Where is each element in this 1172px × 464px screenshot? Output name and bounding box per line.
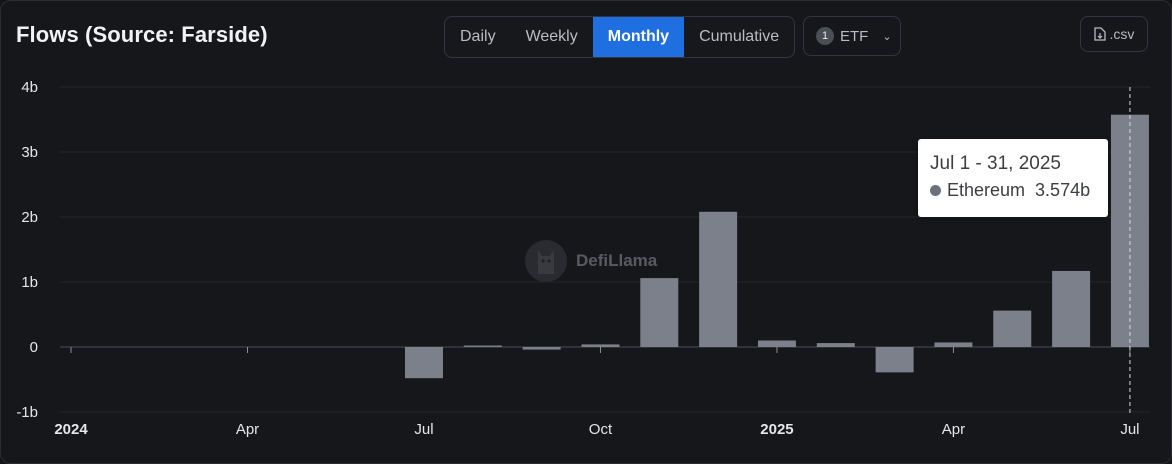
x-tick-label: Apr bbox=[236, 421, 259, 438]
download-csv-button[interactable]: .csv bbox=[1080, 16, 1148, 52]
bar bbox=[463, 345, 502, 347]
chart-title: Flows (Source: Farside) bbox=[16, 22, 268, 47]
y-tick-label: 4b bbox=[21, 79, 38, 96]
tooltip-row: Ethereum 3.574b bbox=[930, 180, 1096, 201]
bar bbox=[699, 211, 738, 347]
filter-count-badge: 1 bbox=[816, 27, 834, 45]
bar bbox=[640, 278, 679, 347]
tooltip-series-name: Ethereum bbox=[947, 180, 1026, 200]
file-download-icon bbox=[1093, 27, 1106, 41]
x-tick-label: 2025 bbox=[760, 421, 793, 438]
bar bbox=[522, 347, 561, 350]
x-tick-label: Jul bbox=[414, 421, 433, 438]
y-tick-label: 1b bbox=[21, 274, 38, 291]
bar bbox=[934, 342, 973, 347]
tooltip: Jul 1 - 31, 2025 Ethereum 3.574b bbox=[918, 139, 1108, 217]
bar bbox=[1052, 270, 1091, 347]
tooltip-date: Jul 1 - 31, 2025 bbox=[930, 153, 1061, 174]
x-tick-label: Jul bbox=[1120, 421, 1139, 438]
y-tick-label: 3b bbox=[21, 144, 38, 161]
bar bbox=[757, 340, 796, 347]
series-color-dot bbox=[930, 185, 941, 196]
llama-logo-icon bbox=[525, 240, 567, 282]
watermark-text: DefiLlama bbox=[576, 251, 658, 270]
tab-daily[interactable]: Daily bbox=[460, 28, 496, 45]
granularity-tabs: Daily Weekly Monthly Cumulative bbox=[444, 16, 796, 58]
bar bbox=[875, 347, 914, 373]
bar bbox=[816, 343, 855, 347]
y-tick-label: 0 bbox=[30, 339, 38, 356]
etf-filter-dropdown[interactable]: 1 ETF ⌄ bbox=[803, 16, 901, 56]
defillama-watermark: DefiLlama bbox=[524, 236, 657, 286]
bar bbox=[993, 310, 1032, 347]
bar bbox=[581, 344, 620, 347]
bar bbox=[404, 347, 443, 379]
chevron-down-icon: ⌄ bbox=[882, 30, 892, 43]
tab-weekly[interactable]: Weekly bbox=[525, 28, 578, 45]
x-tick-label: 2024 bbox=[54, 421, 88, 438]
y-tick-label: -1b bbox=[16, 404, 38, 421]
y-tick-label: 2b bbox=[21, 209, 38, 226]
tab-monthly[interactable]: Monthly bbox=[592, 17, 685, 57]
x-tick-label: Apr bbox=[942, 421, 965, 438]
csv-label: .csv bbox=[1109, 26, 1135, 42]
x-tick-label: Oct bbox=[589, 421, 613, 438]
filter-label: ETF bbox=[840, 27, 869, 45]
tab-cumulative[interactable]: Cumulative bbox=[699, 28, 780, 45]
tooltip-value: 3.574b bbox=[1035, 180, 1091, 200]
